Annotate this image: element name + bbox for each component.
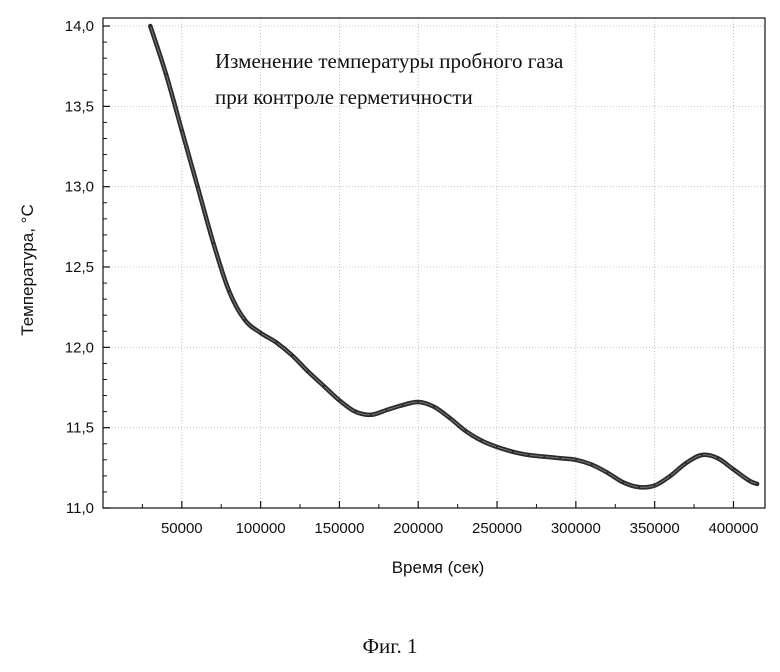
x-tick-label: 250000 [472, 520, 522, 537]
data-point [260, 332, 262, 334]
chart-annotation-line-2: при контроле герметичности [215, 85, 473, 109]
data-point [669, 475, 671, 477]
chart-annotation-line-1: Изменение температуры пробного газа [215, 49, 564, 73]
y-tick-label: 12,5 [65, 259, 94, 276]
data-point [449, 417, 451, 419]
x-tick-label: 300000 [551, 520, 601, 537]
data-point [291, 354, 293, 356]
y-tick-label: 13,0 [65, 179, 94, 196]
data-point [165, 73, 167, 75]
x-tick-label: 350000 [630, 520, 680, 537]
data-point [559, 457, 561, 459]
y-tick-label: 12,0 [65, 339, 94, 356]
x-tick-label: 200000 [393, 520, 443, 537]
data-point [512, 451, 514, 453]
x-tick-label: 400000 [708, 520, 758, 537]
data-point [543, 456, 545, 458]
data-point [606, 472, 608, 474]
data-point [197, 186, 199, 188]
data-point [402, 404, 404, 406]
data-point [181, 130, 183, 132]
y-tick-label: 14,0 [65, 18, 94, 35]
data-point [370, 414, 372, 416]
x-axis-title: Время (сек) [392, 558, 485, 577]
data-point [433, 406, 435, 408]
data-point [685, 462, 687, 464]
data-point [528, 454, 530, 456]
data-point [575, 459, 577, 461]
data-point [212, 242, 214, 244]
y-tick-label: 11,0 [66, 500, 94, 517]
data-point [638, 486, 640, 488]
data-point [228, 290, 230, 292]
y-axis-title: Температура, °С [18, 204, 37, 335]
temperature-chart: 11,0 11,5 12,0 12,5 13,0 13,5 14,0 50000 100000 1… [0, 0, 780, 620]
data-point [654, 485, 656, 487]
data-point [307, 370, 309, 372]
data-point [496, 446, 498, 448]
data-point [701, 454, 703, 456]
data-point [748, 480, 750, 482]
y-tick-label: 13,5 [65, 98, 94, 115]
data-point [275, 342, 277, 344]
data-point [386, 409, 388, 411]
data-point [149, 25, 151, 27]
x-tick-label: 150000 [314, 520, 364, 537]
data-point [717, 457, 719, 459]
data-point [323, 385, 325, 387]
data-point [417, 401, 419, 403]
x-tick-label: 100000 [236, 520, 286, 537]
data-point [244, 319, 246, 321]
data-point [465, 430, 467, 432]
data-point [480, 440, 482, 442]
x-tick-label: 50000 [161, 520, 203, 537]
data-point [591, 464, 593, 466]
data-point [622, 481, 624, 483]
data-point [354, 411, 356, 413]
data-point [338, 399, 340, 401]
data-point [756, 483, 758, 485]
figure-caption: Фиг. 1 [0, 634, 780, 659]
y-tick-label: 11,5 [66, 420, 94, 437]
data-point [733, 468, 735, 470]
